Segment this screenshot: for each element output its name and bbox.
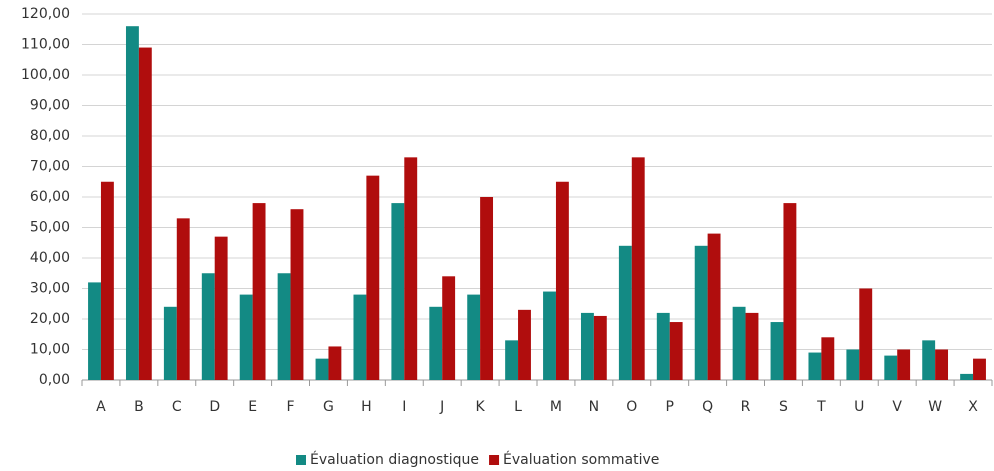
y-tick-label: 10,00 [30,342,70,358]
x-tick-label: C [172,399,182,415]
x-tick-label: P [665,399,673,415]
x-tick-label: U [854,399,864,415]
bar [518,309,531,380]
x-tick-label: D [209,399,220,415]
bar [846,349,860,380]
bar [973,358,986,380]
bar [555,181,569,380]
bar [480,197,494,380]
bar [239,294,253,380]
y-tick-label: 40,00 [30,250,70,266]
x-tick-label: K [476,399,486,415]
y-tick-label: 20,00 [30,311,70,327]
bar [618,245,632,380]
bar [277,273,291,380]
x-tick-label: A [96,399,106,415]
bar [922,340,936,380]
y-tick-label: 50,00 [30,220,70,236]
x-tick-label: H [361,399,372,415]
x-tick-label: O [626,399,637,415]
x-tick-label: N [589,399,599,415]
bar [808,352,822,380]
bar [201,273,215,380]
bar [138,47,152,381]
bar [429,306,443,380]
bar [694,245,708,380]
bar [214,236,228,380]
bar [391,203,405,380]
bar [353,294,367,380]
bar [505,340,519,380]
x-tick-label: F [287,399,295,415]
x-tick-label: G [323,399,334,415]
bar [656,312,670,380]
bar [100,181,114,380]
bar [290,209,304,380]
y-tick-label: 30,00 [30,281,70,297]
bar [543,291,556,380]
bar [442,276,456,380]
bar [745,312,759,380]
bar [631,157,645,380]
x-tick-label: X [968,399,978,415]
bar [732,306,746,380]
x-tick-label: L [514,399,522,415]
x-tick-label: S [779,399,788,415]
y-tick-label: 110,00 [21,37,70,53]
y-tick-label: 90,00 [30,98,70,114]
x-tick-label: M [550,399,562,415]
bar [897,349,911,380]
bar [593,315,607,380]
x-tick-label: R [741,399,751,415]
x-tick-label: V [892,399,902,415]
bar [125,26,139,380]
bar [580,312,594,380]
bar [328,346,342,380]
bar [935,349,949,380]
bar [707,233,721,380]
bar [467,294,481,380]
bar [404,157,418,380]
bar [821,337,835,380]
bar [163,306,177,380]
x-tick-label: I [402,399,406,415]
bar [770,322,784,380]
x-tick-label: Q [702,399,713,415]
bar [88,282,101,380]
legend-label: Évaluation diagnostique [310,451,479,468]
legend-label: Évaluation sommative [503,451,659,468]
x-tick-label: T [816,399,826,415]
y-tick-label: 100,00 [21,67,70,83]
y-tick-label: 0,00 [39,372,70,388]
bar [366,175,380,380]
legend-swatch [489,455,500,465]
y-tick-label: 120,00 [21,6,70,22]
bar [960,373,974,380]
x-tick-label: J [439,399,444,415]
x-tick-label: B [134,399,144,415]
bar [859,288,873,380]
y-tick-label: 80,00 [30,128,70,144]
legend-swatch [296,455,306,465]
bar [884,355,898,380]
x-tick-label: E [248,399,257,415]
bar [783,203,797,380]
bar [669,322,683,380]
bar [252,203,266,380]
y-tick-label: 70,00 [30,159,70,175]
y-tick-label: 60,00 [30,189,70,205]
bar [315,358,329,380]
bar [176,218,190,380]
x-tick-label: W [928,399,942,415]
